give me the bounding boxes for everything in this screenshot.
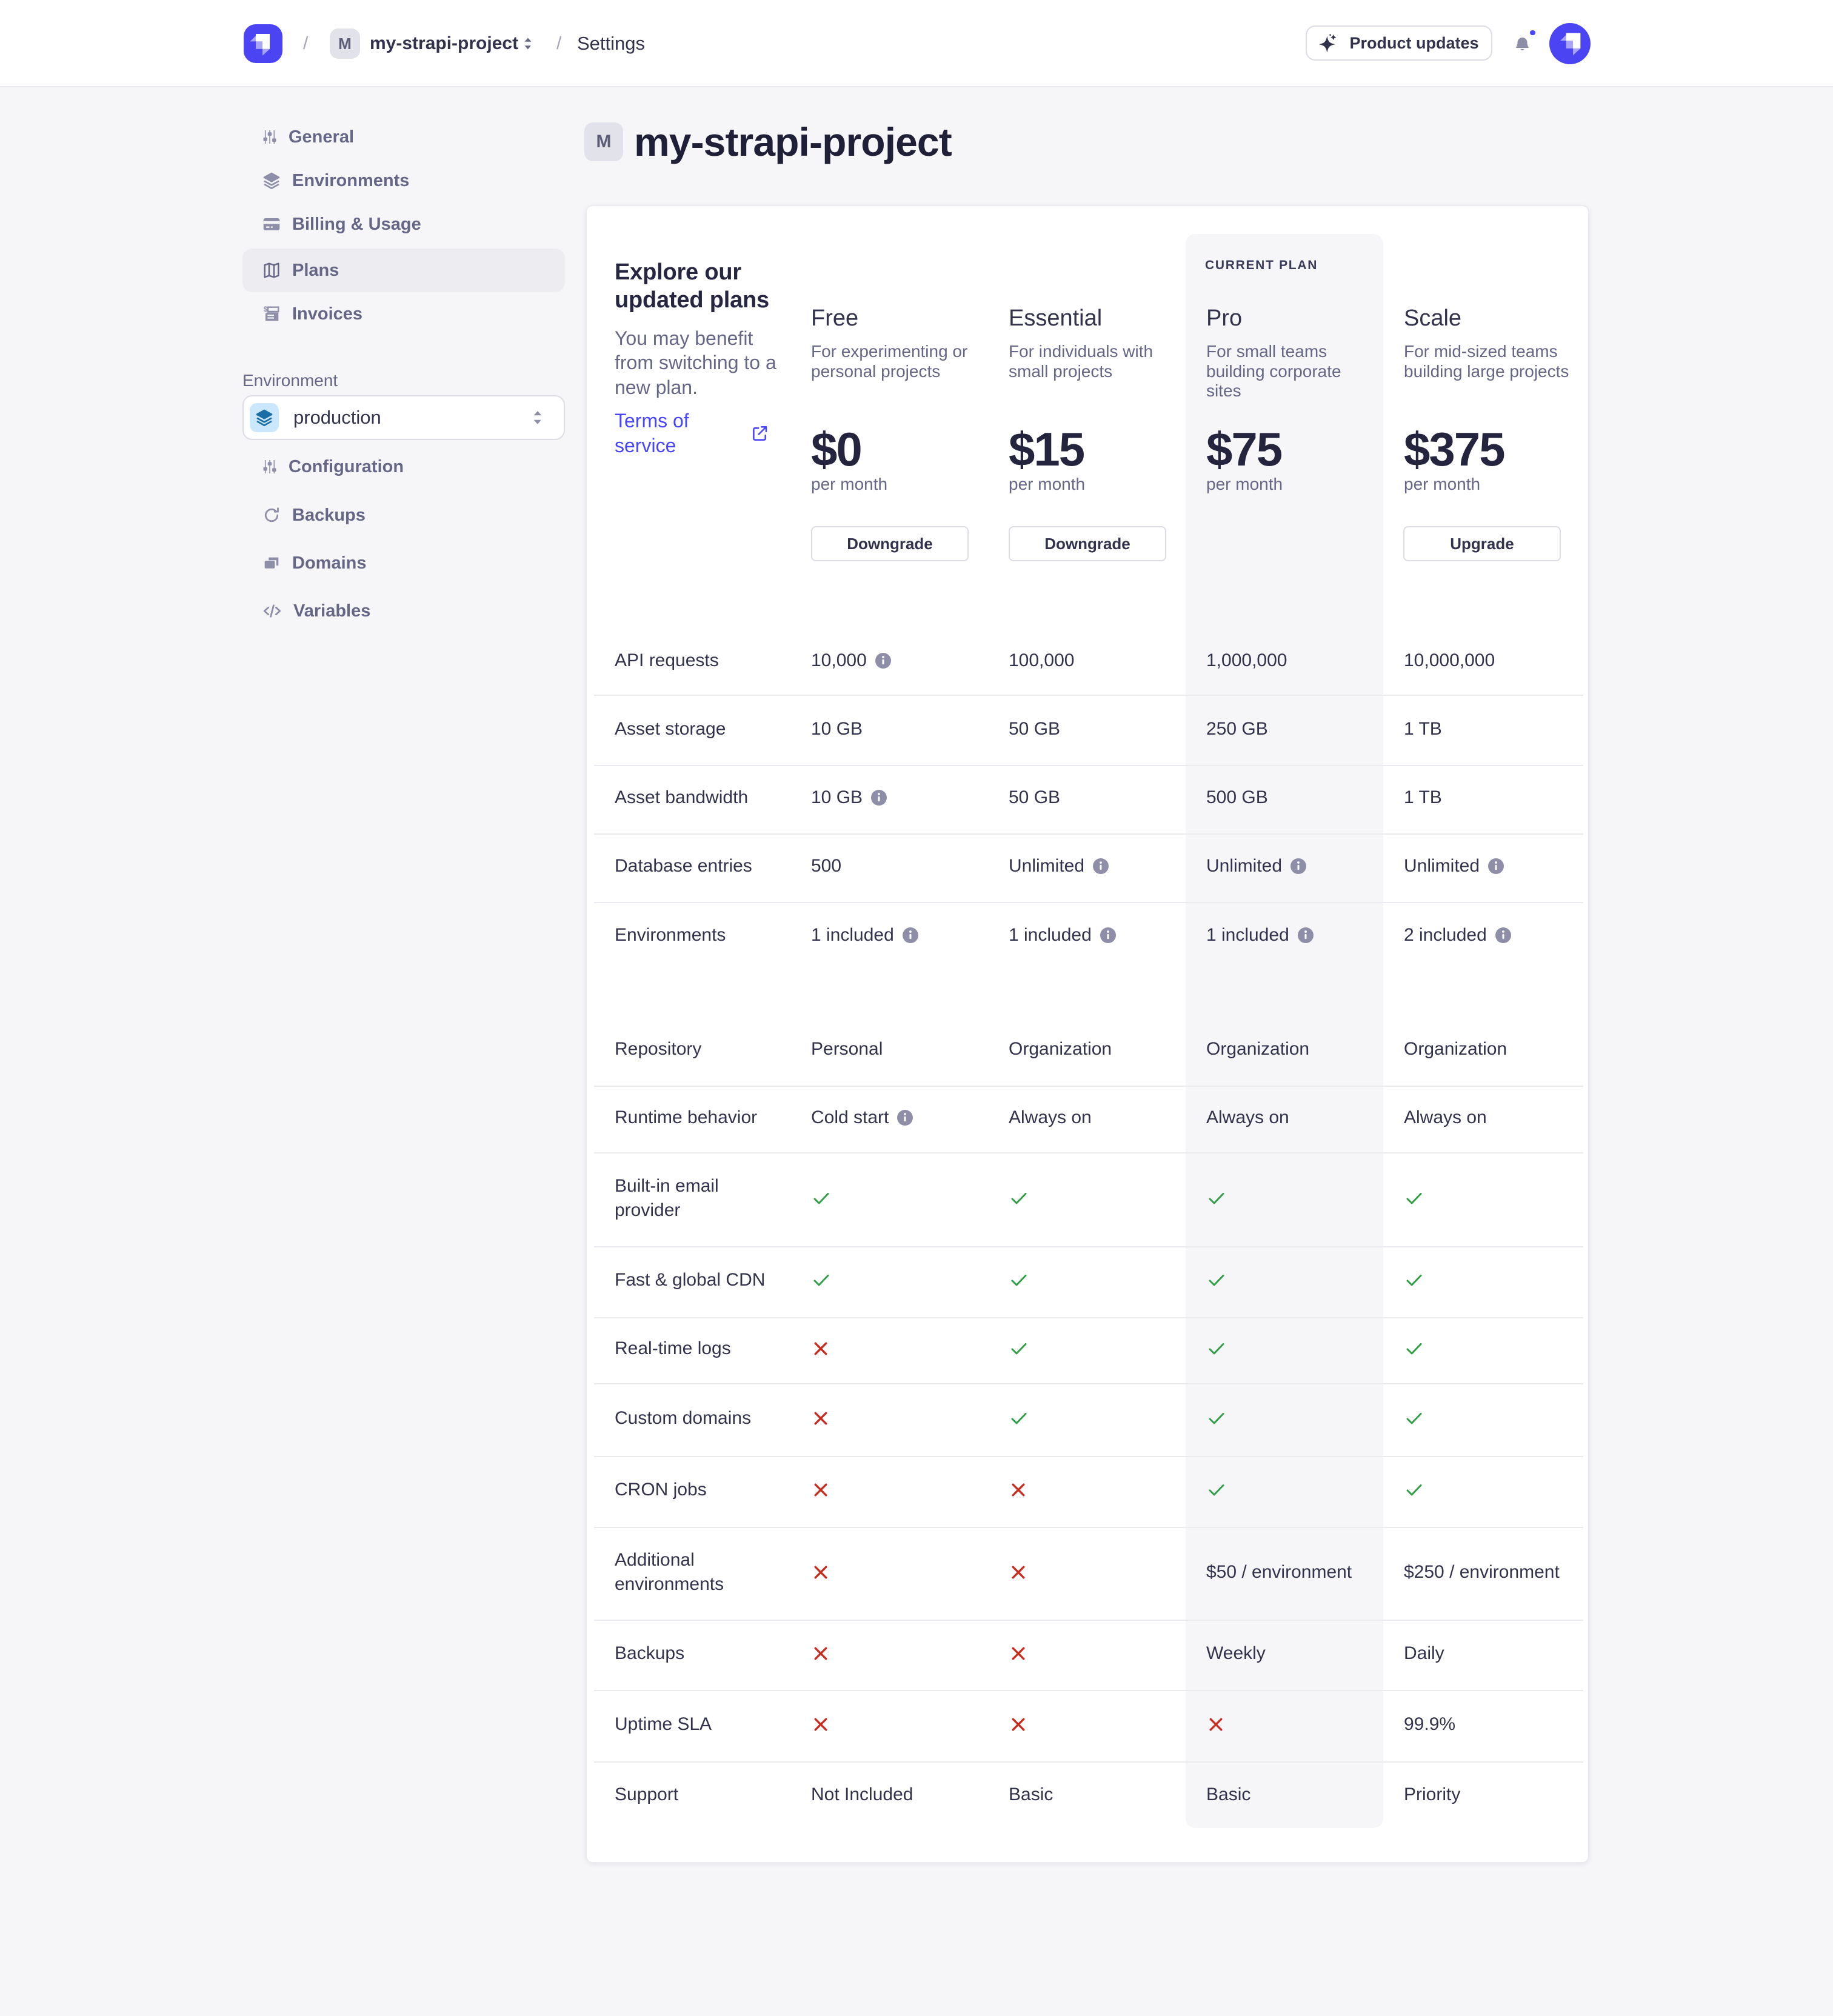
svg-text:$: $ [264, 305, 268, 313]
